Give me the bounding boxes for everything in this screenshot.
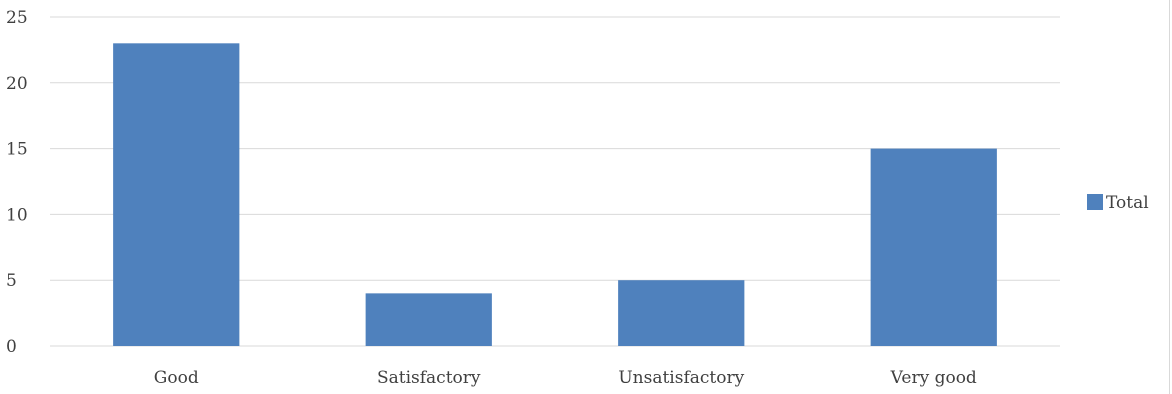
x-tick-label: Very good [890,368,977,388]
y-tick-label: 0 [6,337,17,357]
bars [113,43,997,346]
bar-satisfactory [365,293,492,346]
y-tick-label: 20 [6,74,28,94]
y-tick-label: 15 [6,140,28,160]
legend-swatch-total [1087,194,1103,210]
x-axis-category-labels: Good Satisfactory Unsatisfactory Very good [154,368,977,388]
y-tick-label: 5 [6,271,17,291]
x-tick-label: Unsatisfactory [618,368,744,388]
legend-label-total: Total [1106,193,1149,213]
bar-good [113,43,240,346]
legend: Total [1087,193,1149,213]
bar-unsatisfactory [618,280,745,346]
bar-very-good [870,148,997,346]
chart-frame-edge [1169,0,1170,394]
y-tick-label: 10 [6,205,28,225]
y-tick-label: 25 [6,8,28,28]
x-tick-label: Good [154,368,199,388]
x-tick-label: Satisfactory [377,368,481,388]
y-axis-tick-labels: 0 5 10 15 20 25 [6,8,28,357]
